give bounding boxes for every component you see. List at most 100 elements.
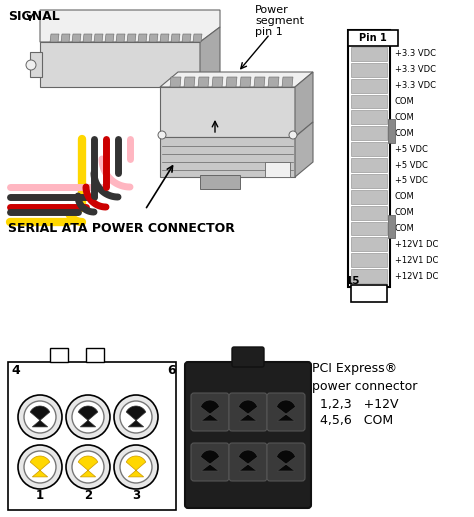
Polygon shape xyxy=(149,34,158,42)
Polygon shape xyxy=(160,137,295,177)
Text: 4,5,6   COM: 4,5,6 COM xyxy=(320,414,393,427)
FancyBboxPatch shape xyxy=(232,347,264,367)
Circle shape xyxy=(114,445,158,489)
Circle shape xyxy=(158,131,166,139)
Text: +12V1 DC: +12V1 DC xyxy=(395,256,438,265)
Text: +5 VDC: +5 VDC xyxy=(395,160,428,170)
Text: power connector: power connector xyxy=(312,380,418,393)
Text: 6: 6 xyxy=(167,364,176,377)
Polygon shape xyxy=(105,34,114,42)
Text: segment: segment xyxy=(255,16,304,26)
Circle shape xyxy=(66,445,110,489)
Polygon shape xyxy=(78,456,98,477)
Polygon shape xyxy=(201,400,219,421)
FancyBboxPatch shape xyxy=(351,63,387,77)
Circle shape xyxy=(72,401,104,433)
FancyBboxPatch shape xyxy=(351,190,387,204)
Text: +5 VDC: +5 VDC xyxy=(395,176,428,186)
Text: COM: COM xyxy=(395,192,415,201)
Text: SIGNAL: SIGNAL xyxy=(8,10,60,23)
Polygon shape xyxy=(200,27,220,87)
Text: SERIAL ATA POWER CONNECTOR: SERIAL ATA POWER CONNECTOR xyxy=(8,222,235,235)
Polygon shape xyxy=(160,34,169,42)
Text: 4: 4 xyxy=(11,364,20,377)
Text: COM: COM xyxy=(395,97,415,106)
Text: 1,2,3   +12V: 1,2,3 +12V xyxy=(320,398,399,411)
FancyBboxPatch shape xyxy=(351,142,387,156)
Polygon shape xyxy=(94,34,103,42)
Circle shape xyxy=(72,451,104,483)
FancyBboxPatch shape xyxy=(191,393,229,431)
Polygon shape xyxy=(265,162,290,177)
FancyBboxPatch shape xyxy=(267,443,305,481)
FancyBboxPatch shape xyxy=(351,79,387,93)
Polygon shape xyxy=(160,87,295,137)
Text: COM: COM xyxy=(395,113,415,122)
Polygon shape xyxy=(254,77,265,87)
Polygon shape xyxy=(226,77,237,87)
Text: 15: 15 xyxy=(346,276,361,286)
FancyBboxPatch shape xyxy=(86,348,104,362)
FancyBboxPatch shape xyxy=(351,269,387,283)
Polygon shape xyxy=(182,34,191,42)
Polygon shape xyxy=(30,406,50,427)
Text: +3.3 VDC: +3.3 VDC xyxy=(395,50,436,58)
FancyBboxPatch shape xyxy=(191,443,229,481)
FancyBboxPatch shape xyxy=(351,47,387,61)
Polygon shape xyxy=(276,400,295,421)
Polygon shape xyxy=(276,450,295,471)
Polygon shape xyxy=(240,77,251,87)
FancyBboxPatch shape xyxy=(267,393,305,431)
Text: COM: COM xyxy=(395,129,415,138)
Circle shape xyxy=(289,131,297,139)
FancyBboxPatch shape xyxy=(351,111,387,124)
Text: +3.3 VDC: +3.3 VDC xyxy=(395,65,436,74)
Text: COM: COM xyxy=(395,224,415,233)
Polygon shape xyxy=(170,77,181,87)
Polygon shape xyxy=(78,406,98,427)
Circle shape xyxy=(18,445,62,489)
Polygon shape xyxy=(198,77,209,87)
Polygon shape xyxy=(138,34,147,42)
Polygon shape xyxy=(127,34,136,42)
Text: 1: 1 xyxy=(36,489,44,502)
Text: +3.3 VDC: +3.3 VDC xyxy=(395,81,436,90)
Circle shape xyxy=(24,401,56,433)
Circle shape xyxy=(24,451,56,483)
FancyBboxPatch shape xyxy=(229,393,267,431)
Text: PCI Express®: PCI Express® xyxy=(312,362,397,375)
FancyBboxPatch shape xyxy=(351,221,387,235)
Polygon shape xyxy=(193,34,202,42)
Polygon shape xyxy=(282,77,293,87)
Polygon shape xyxy=(268,77,279,87)
Text: Power: Power xyxy=(255,5,289,15)
FancyBboxPatch shape xyxy=(388,215,395,238)
FancyBboxPatch shape xyxy=(50,348,68,362)
FancyBboxPatch shape xyxy=(351,285,387,302)
FancyBboxPatch shape xyxy=(351,126,387,140)
Polygon shape xyxy=(126,406,146,427)
FancyBboxPatch shape xyxy=(351,174,387,188)
Polygon shape xyxy=(30,456,50,477)
Text: +12V1 DC: +12V1 DC xyxy=(395,271,438,281)
FancyBboxPatch shape xyxy=(229,443,267,481)
FancyBboxPatch shape xyxy=(185,362,311,508)
Polygon shape xyxy=(200,175,240,189)
Text: 3: 3 xyxy=(132,489,140,502)
Text: +12V1 DC: +12V1 DC xyxy=(395,240,438,249)
FancyBboxPatch shape xyxy=(351,206,387,220)
Text: COM: COM xyxy=(395,208,415,217)
Text: 2: 2 xyxy=(84,489,92,502)
FancyBboxPatch shape xyxy=(8,362,176,510)
FancyBboxPatch shape xyxy=(348,30,398,46)
Text: pin 1: pin 1 xyxy=(255,27,283,37)
FancyBboxPatch shape xyxy=(351,158,387,172)
Circle shape xyxy=(26,60,36,70)
Polygon shape xyxy=(116,34,125,42)
Polygon shape xyxy=(83,34,92,42)
Polygon shape xyxy=(212,77,223,87)
FancyBboxPatch shape xyxy=(351,253,387,267)
FancyBboxPatch shape xyxy=(351,95,387,109)
Polygon shape xyxy=(184,77,195,87)
Circle shape xyxy=(18,395,62,439)
